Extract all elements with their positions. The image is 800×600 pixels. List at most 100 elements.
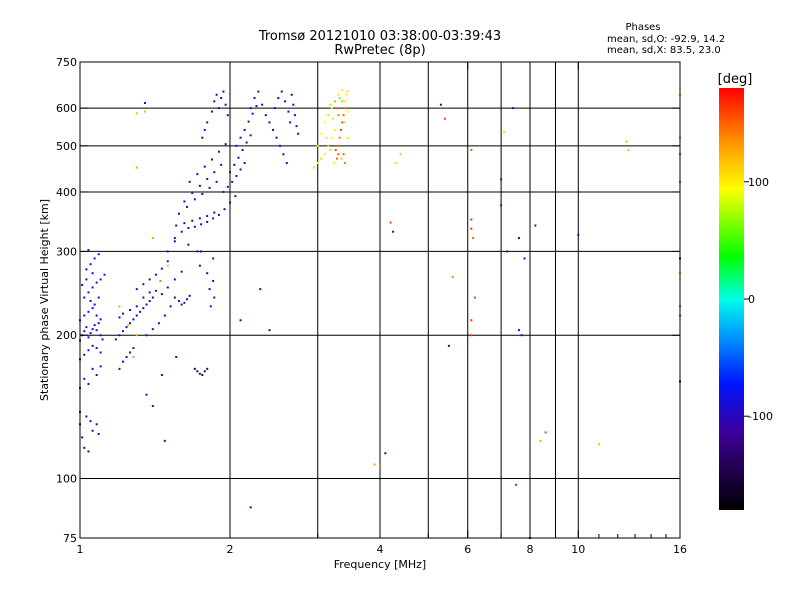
- data-point: [297, 132, 300, 135]
- data-point: [220, 163, 223, 166]
- data-point: [287, 110, 290, 113]
- data-point: [285, 162, 288, 165]
- data-point: [160, 267, 163, 270]
- data-point: [217, 107, 220, 110]
- data-point: [503, 130, 506, 133]
- chart-title: Tromsø 20121010 03:38:00-03:39:43: [258, 29, 501, 44]
- data-point: [135, 314, 138, 317]
- data-point: [187, 243, 190, 246]
- data-point: [277, 97, 280, 100]
- x-tick-label: 8: [527, 543, 534, 556]
- data-point: [323, 121, 326, 124]
- colorbar-unit: [deg]: [718, 72, 753, 87]
- data-point: [83, 377, 86, 380]
- data-point: [346, 110, 349, 113]
- data-point: [334, 128, 337, 131]
- data-point: [316, 144, 319, 147]
- data-point: [342, 153, 345, 156]
- colorbar-tick-label: 100: [748, 176, 769, 189]
- data-point: [99, 318, 102, 321]
- data-point: [95, 329, 98, 332]
- data-point: [229, 171, 231, 174]
- data-point: [345, 93, 348, 96]
- data-point: [157, 322, 160, 325]
- data-point: [143, 110, 146, 113]
- data-point: [239, 319, 242, 322]
- data-point: [332, 117, 335, 120]
- y-tick-label: 500: [56, 140, 77, 153]
- data-point: [290, 93, 293, 96]
- data-point: [625, 140, 628, 143]
- data-point: [118, 305, 121, 308]
- data-point: [87, 382, 90, 385]
- data-point: [210, 110, 213, 113]
- data-point: [251, 112, 254, 115]
- data-point: [142, 307, 145, 310]
- stats-x-mode: mean, sd,X: 83.5, 23.0: [607, 45, 721, 56]
- data-point: [193, 198, 196, 201]
- data-point: [327, 114, 330, 117]
- data-point: [273, 107, 276, 110]
- data-point: [87, 450, 90, 453]
- data-point: [340, 157, 343, 160]
- data-point: [212, 280, 215, 283]
- data-point: [470, 227, 473, 230]
- data-point: [206, 177, 209, 180]
- data-point: [346, 136, 349, 139]
- data-point: [122, 360, 125, 363]
- data-point: [337, 114, 340, 117]
- data-point: [212, 217, 215, 220]
- data-point: [132, 347, 135, 350]
- data-point: [93, 324, 96, 327]
- data-point: [223, 208, 226, 211]
- y-axis-label: Stationary phase Virtual Height [km]: [38, 199, 51, 401]
- data-point: [520, 334, 523, 337]
- data-point: [83, 330, 86, 333]
- data-point: [145, 303, 148, 306]
- data-point: [85, 268, 88, 271]
- data-point: [95, 314, 98, 317]
- data-point: [83, 353, 86, 356]
- data-point: [163, 314, 166, 317]
- data-point: [517, 329, 520, 332]
- data-point: [200, 250, 203, 253]
- x-axis-label: Frequency [MHz]: [334, 558, 426, 571]
- data-point: [293, 114, 296, 117]
- data-point: [173, 240, 176, 243]
- data-point: [329, 103, 332, 106]
- data-point: [95, 281, 98, 284]
- data-point: [226, 185, 229, 188]
- data-point: [151, 328, 154, 331]
- data-point: [196, 250, 199, 253]
- data-point: [160, 374, 163, 377]
- data-point: [87, 310, 90, 313]
- data-point: [83, 314, 86, 317]
- data-point: [320, 157, 323, 160]
- data-point: [89, 332, 92, 335]
- data-point: [91, 307, 94, 310]
- data-point: [145, 393, 148, 396]
- data-point: [101, 338, 104, 341]
- data-point: [222, 190, 225, 193]
- data-point: [259, 288, 262, 291]
- data-point: [336, 107, 339, 110]
- data-point: [135, 112, 138, 115]
- data-point: [81, 284, 84, 287]
- x-tick-label: 16: [673, 543, 687, 556]
- y-tick-label: 75: [63, 532, 77, 545]
- data-point: [627, 148, 630, 151]
- colorbar-ticks: 100 0 -100: [744, 176, 773, 423]
- data-point: [203, 165, 206, 168]
- data-point: [506, 250, 509, 253]
- data-point: [215, 93, 218, 96]
- data-point: [118, 367, 121, 370]
- data-point: [186, 205, 189, 208]
- data-point: [239, 136, 242, 139]
- data-point: [235, 175, 238, 178]
- data-point: [201, 374, 204, 377]
- data-point: [85, 326, 88, 329]
- y-tick-label: 200: [56, 329, 77, 342]
- data-point: [122, 330, 125, 333]
- data-point: [183, 222, 186, 225]
- data-point: [206, 220, 209, 223]
